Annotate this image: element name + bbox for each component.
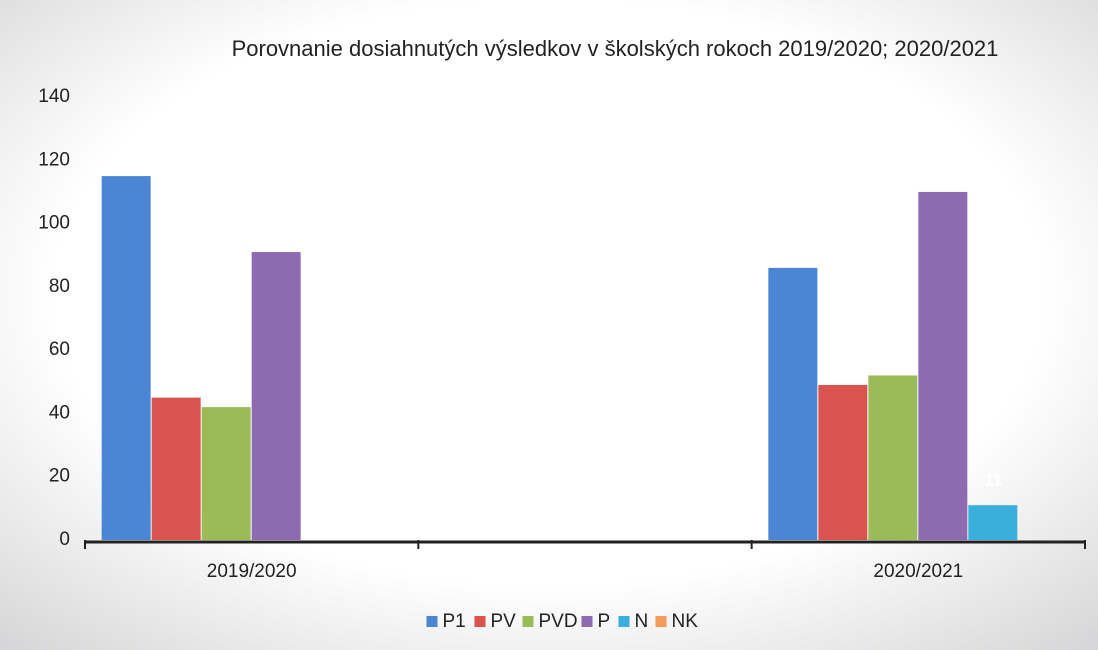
bar bbox=[818, 384, 868, 540]
bar bbox=[868, 375, 918, 540]
legend-swatch bbox=[581, 616, 593, 627]
bar bbox=[201, 407, 251, 540]
value-label: 11 bbox=[984, 471, 1002, 490]
x-tick-label: 2019/2020 bbox=[207, 561, 297, 582]
value-label: 45 bbox=[167, 363, 186, 382]
y-tick-label: 40 bbox=[49, 402, 70, 423]
legend-swatch bbox=[618, 616, 630, 627]
y-tick-label: 120 bbox=[38, 149, 70, 170]
legend-label: P bbox=[598, 611, 611, 632]
y-tick-label: 0 bbox=[59, 529, 70, 550]
legend-label: PV bbox=[491, 611, 517, 632]
bar bbox=[968, 505, 1018, 540]
legend-swatch bbox=[474, 616, 486, 627]
y-tick-label: 60 bbox=[49, 339, 70, 360]
legend-label: NK bbox=[672, 611, 699, 632]
y-tick-label: 20 bbox=[49, 466, 70, 487]
x-tick-label: 2020/2021 bbox=[873, 561, 963, 582]
y-tick-label: 140 bbox=[38, 86, 70, 107]
legend-label: PVD bbox=[539, 611, 578, 632]
bar bbox=[918, 191, 968, 540]
legend-label: P1 bbox=[443, 611, 466, 632]
legend-swatch bbox=[655, 616, 667, 627]
value-label: 115 bbox=[113, 142, 140, 161]
bar bbox=[101, 176, 151, 540]
legend-swatch bbox=[522, 616, 534, 627]
bar bbox=[151, 397, 201, 540]
chart-title: Porovnanie dosiahnutých výsledkov v škol… bbox=[232, 36, 999, 61]
y-tick-label: 100 bbox=[38, 213, 70, 234]
bar bbox=[251, 252, 301, 541]
legend-swatch bbox=[426, 616, 438, 627]
legend-label: N bbox=[635, 611, 649, 632]
bar bbox=[768, 267, 818, 540]
value-label: 110 bbox=[930, 157, 957, 176]
y-tick-label: 80 bbox=[49, 276, 70, 297]
